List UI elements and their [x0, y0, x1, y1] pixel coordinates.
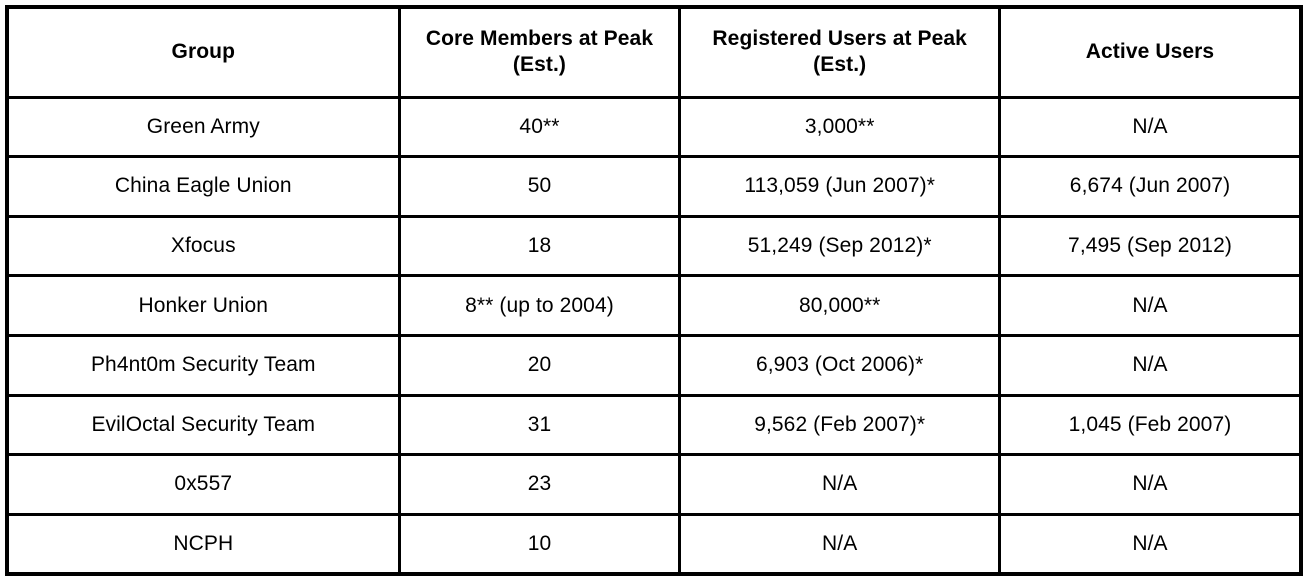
table-row-6: 0x557 23 N/A N/A	[5, 453, 1303, 516]
table-row-4: Ph4nt0m Security Team 20 6,903 (Oct 2006)*…	[5, 334, 1303, 397]
table-cell-r7-c3: N/A	[997, 512, 1303, 576]
groups-table-container: Group Core Members at Peak (Est.) Register…	[5, 5, 1303, 576]
header-cell-col1: Core Members at Peak (Est.)	[397, 5, 682, 99]
table-cell-r5-c1: 31	[397, 393, 682, 457]
table-cell-r1-c3: 6,674 (Jun 2007)	[997, 155, 1303, 218]
table-cell-r2-c0: Xfocus	[5, 214, 401, 278]
table-row-0: Green Army 40** 3,000** N/A	[5, 95, 1303, 159]
table-cell-r7-c2: N/A	[678, 512, 1001, 576]
header-row: Group Core Members at Peak (Est.) Register…	[5, 5, 1303, 99]
table-cell-r6-c2: N/A	[678, 453, 1001, 516]
table-cell-r3-c0: Honker Union	[5, 274, 401, 337]
table-cell-r4-c1: 20	[397, 334, 682, 397]
table-cell-r6-c3: N/A	[997, 453, 1303, 516]
table-cell-r1-c1: 50	[397, 155, 682, 218]
table-row-1: China Eagle Union 50 113,059 (Jun 2007)* 6,…	[5, 155, 1303, 218]
header-cell-col2: Registered Users at Peak (Est.)	[678, 5, 1001, 99]
table-cell-r4-c3: N/A	[997, 334, 1303, 397]
table-row-7: NCPH 10 N/A N/A	[5, 512, 1303, 576]
header-cell-col3: Active Users	[997, 5, 1303, 99]
table-cell-r1-c0: China Eagle Union	[5, 155, 401, 218]
table-cell-r5-c2: 9,562 (Feb 2007)*	[678, 393, 1001, 457]
table-cell-r2-c1: 18	[397, 214, 682, 278]
table-cell-r4-c2: 6,903 (Oct 2006)*	[678, 334, 1001, 397]
table-cell-r0-c2: 3,000**	[678, 95, 1001, 159]
table-cell-r2-c3: 7,495 (Sep 2012)	[997, 214, 1303, 278]
table-cell-r7-c1: 10	[397, 512, 682, 576]
table-cell-r6-c1: 23	[397, 453, 682, 516]
table-cell-r4-c0: Ph4nt0m Security Team	[5, 334, 401, 397]
table-row-3: Honker Union 8** (up to 2004) 80,000** N/A	[5, 274, 1303, 337]
table-cell-r0-c0: Green Army	[5, 95, 401, 159]
table-cell-r5-c3: 1,045 (Feb 2007)	[997, 393, 1303, 457]
table-row-5: EvilOctal Security Team 31 9,562 (Feb 2007…	[5, 393, 1303, 457]
table-cell-r2-c2: 51,249 (Sep 2012)*	[678, 214, 1001, 278]
table-cell-r3-c1: 8** (up to 2004)	[397, 274, 682, 337]
table-cell-r7-c0: NCPH	[5, 512, 401, 576]
table-row-2: Xfocus 18 51,249 (Sep 2012)* 7,495 (Sep 201…	[5, 214, 1303, 278]
table-cell-r3-c3: N/A	[997, 274, 1303, 337]
table-cell-r5-c0: EvilOctal Security Team	[5, 393, 401, 457]
groups-table: Group Core Members at Peak (Est.) Register…	[5, 5, 1303, 576]
table-cell-r0-c1: 40**	[397, 95, 682, 159]
table-header: Group Core Members at Peak (Est.) Register…	[5, 5, 1303, 99]
table-cell-r1-c2: 113,059 (Jun 2007)*	[678, 155, 1001, 218]
header-cell-col0: Group	[5, 5, 401, 99]
table-body: Green Army 40** 3,000** N/A China Eagle Unio…	[5, 95, 1303, 576]
table-cell-r0-c3: N/A	[997, 95, 1303, 159]
table-cell-r6-c0: 0x557	[5, 453, 401, 516]
table-cell-r3-c2: 80,000**	[678, 274, 1001, 337]
